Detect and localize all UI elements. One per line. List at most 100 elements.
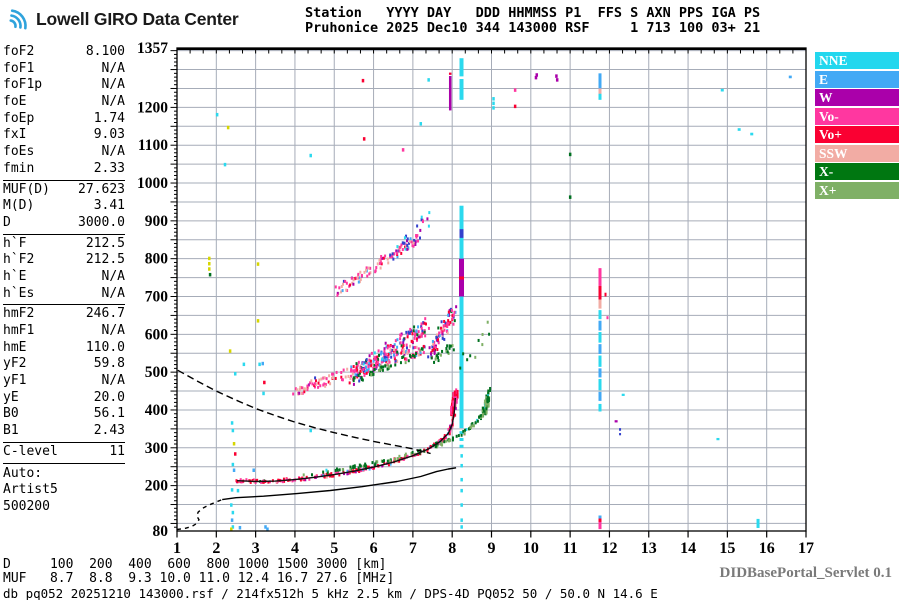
parameter-row-foes: foEs N/A <box>3 144 125 161</box>
y-tick-label: 400 <box>145 402 169 419</box>
parameter-label: yE <box>3 389 19 405</box>
muf-table: D 100 200 400 600 800 1000 1500 3000 [km… <box>3 557 395 586</box>
parameter-value: 56.1 <box>93 406 125 422</box>
parameter-row-yf2: yF2 59.8 <box>3 356 125 373</box>
parameter-value: N/A <box>101 268 125 284</box>
parameter-label: foF1p <box>3 77 43 93</box>
parameter-label: foF2 <box>3 44 35 59</box>
parameter-value: N/A <box>101 77 125 93</box>
parameter-row-fmin: fmin 2.33 <box>3 161 125 178</box>
station-header: Station YYYY DAY DDD HHMMSS P1 FFS S AXN… <box>305 6 760 35</box>
fitted-curves-layer <box>176 369 457 531</box>
autoscaling-line: Auto: <box>3 465 43 481</box>
parameter-value: N/A <box>101 94 125 110</box>
parameter-value: 212.5 <box>85 235 125 251</box>
parameter-separator <box>3 179 125 181</box>
y-tick-label: 1100 <box>138 137 168 154</box>
parameter-row-hmf2: hmF2 246.7 <box>3 306 125 323</box>
legend-item-vo: Vo+ <box>815 126 899 143</box>
parameter-row-clevel: C-level 11 <box>3 444 125 461</box>
parameter-label: yF2 <box>3 356 27 372</box>
parameter-value: N/A <box>101 285 125 301</box>
giro-logo-icon <box>6 4 32 34</box>
parameter-label: fxI <box>3 127 27 143</box>
parameter-value: 110.0 <box>85 339 125 355</box>
station-header-line2: Pruhonice 2025 Dec10 344 143000 RSF 1 71… <box>305 19 761 36</box>
y-tick-label: 200 <box>145 478 169 495</box>
parameter-row-hme: hmE 110.0 <box>3 340 125 357</box>
axes-and-ticks <box>170 47 807 538</box>
y-tick-label: 800 <box>145 251 169 268</box>
parameter-label: M(D) <box>3 198 35 214</box>
parameter-separator <box>3 233 125 235</box>
parameter-value: 11 <box>109 443 125 459</box>
parameter-row-he: h`E N/A <box>3 269 125 286</box>
y-tick-label: 500 <box>145 364 169 381</box>
x-tick-label: 6 <box>370 540 378 557</box>
parameter-value: 20.0 <box>93 389 125 405</box>
parameter-value: 9.03 <box>93 127 125 143</box>
parameter-row-md: M(D) 3.41 <box>3 198 125 215</box>
parameter-value: N/A <box>101 373 125 389</box>
parameter-row-hf2: h`F2 212.5 <box>3 252 125 269</box>
x-tick-label: 9 <box>488 540 496 557</box>
parameter-row-fxi: fxI 9.03 <box>3 127 125 144</box>
parameter-label: fmin <box>3 160 35 176</box>
x-tick-label: 14 <box>680 540 696 557</box>
autoscaling-block: Auto: Artist5 500200 <box>3 466 125 516</box>
legend-item-e: E <box>815 70 899 88</box>
station-header-line1: Station YYYY DAY DDD HHMMSS P1 FFS S AXN… <box>305 5 761 21</box>
parameter-value: 27.623 <box>78 181 125 197</box>
y-axis-labels: 1357 1200 1100 1000 900 800 700 600 500 400 300 200… <box>137 40 168 540</box>
x-axis-labels: 1 2 3 4 5 6 7 8 9 10 11 12 13 14 15 16 17 <box>173 540 814 557</box>
parameter-value: 3000.0 <box>78 214 125 230</box>
parameter-panel: foF2 8.100 foF1 N/A foF1p N/A foE N/A foEp 1.74 fx… <box>3 44 125 516</box>
legend-item-vo: Vo- <box>815 107 899 125</box>
parameter-row-b1: B1 2.43 <box>3 423 125 440</box>
parameter-value: 2.33 <box>93 160 125 176</box>
parameter-value: 212.5 <box>85 252 125 268</box>
parameter-label: hmE <box>3 339 27 355</box>
echo-data-layer <box>208 58 792 531</box>
legend-item-nne: NNE <box>815 52 899 69</box>
x-tick-label: 11 <box>563 540 578 557</box>
parameter-label: h`Es <box>3 285 35 301</box>
direction-legend: NNE E W Vo- Vo+ SSW X- X+ <box>815 52 899 200</box>
x-tick-label: 7 <box>409 540 417 557</box>
parameter-row-fof1: foF1 N/A <box>3 61 125 78</box>
x-tick-label: 3 <box>252 540 260 557</box>
x-tick-label: 12 <box>601 540 617 557</box>
parameter-label: C-level <box>3 443 58 459</box>
parameter-label: h`E <box>3 268 27 284</box>
servlet-version: DIDBasePortal_Servlet 0.1 <box>719 565 892 581</box>
x-tick-label: 8 <box>448 540 456 557</box>
legend-item-ssw: SSW <box>815 144 899 162</box>
y-tick-label: 300 <box>145 440 169 457</box>
autoscaling-line: 500200 <box>3 498 50 514</box>
y-tick-label: 1357 <box>137 40 168 57</box>
parameter-label: h`F <box>3 235 27 251</box>
parameter-label: foEs <box>3 144 35 160</box>
parameter-row-ye: yE 20.0 <box>3 390 125 407</box>
parameter-value: N/A <box>101 144 125 160</box>
parameter-row-d: D 3000.0 <box>3 215 125 232</box>
parameter-separator <box>3 441 125 443</box>
parameter-label: hmF1 <box>3 323 35 338</box>
x-tick-label: 10 <box>523 540 539 557</box>
y-tick-label: 600 <box>145 326 169 343</box>
y-tick-label: 900 <box>145 213 169 230</box>
parameter-value: N/A <box>101 60 125 76</box>
x-tick-label: 16 <box>759 540 775 557</box>
parameter-label: foF1 <box>3 60 35 76</box>
parameter-row-foe: foE N/A <box>3 94 125 111</box>
x-tick-label: 1 <box>173 540 181 557</box>
x-tick-label: 4 <box>291 540 299 557</box>
parameter-label: D <box>3 214 11 230</box>
autoscaling-line: Artist5 <box>3 482 58 498</box>
parameter-value: 8.100 <box>85 44 125 59</box>
legend-item-x: X- <box>815 163 899 180</box>
x-tick-label: 5 <box>330 540 338 557</box>
parameter-label: MUF(D) <box>3 181 50 197</box>
